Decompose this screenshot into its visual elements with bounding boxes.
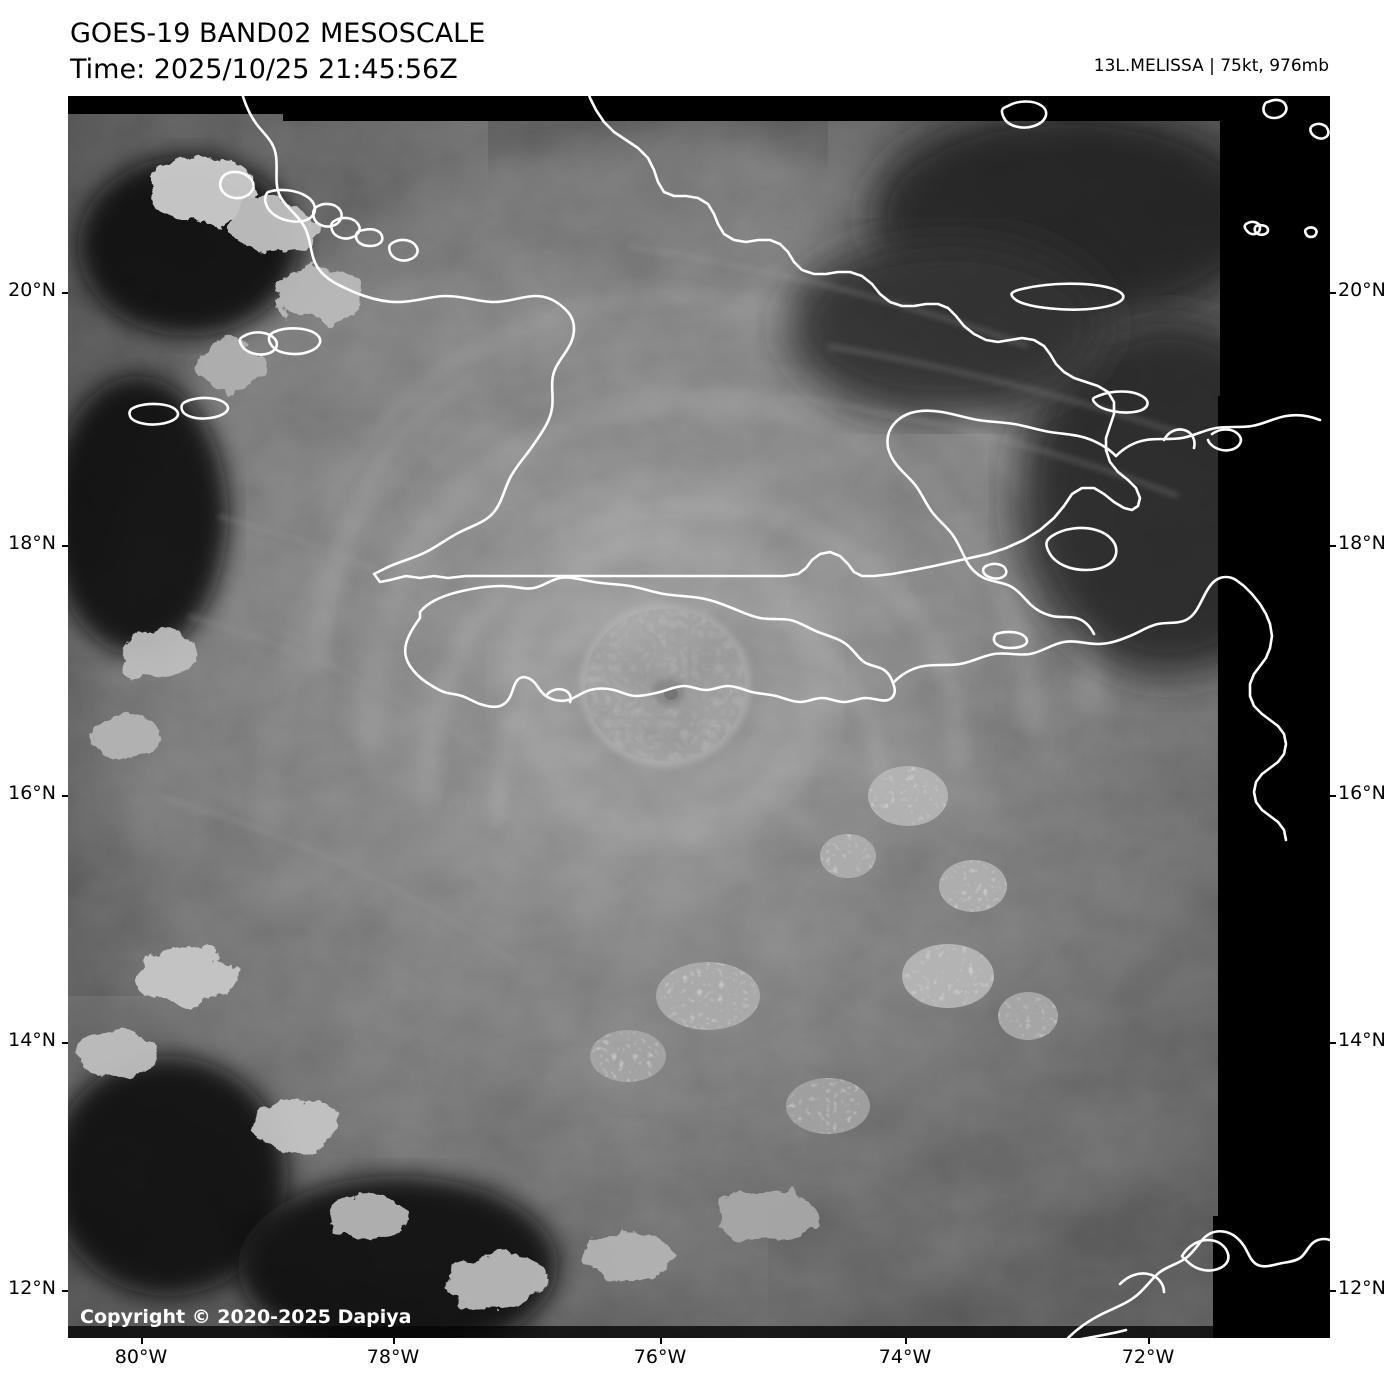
tickmark-bottom-78w [393, 1338, 395, 1344]
tickmark-right-18n [1330, 545, 1336, 547]
tick-label-right-18n: 18°N [1338, 532, 1386, 554]
satellite-image-plot[interactable]: Copyright © 2020-2025 Dapiya [68, 96, 1330, 1338]
tick-label-bottom-78w: 78°W [366, 1346, 420, 1368]
tickmark-right-12n [1330, 1290, 1336, 1292]
tick-label-bottom-80w: 80°W [114, 1346, 168, 1368]
storm-info-label: 13L.MELISSA | 75kt, 976mb [1093, 56, 1329, 76]
tickmark-right-16n [1330, 795, 1336, 797]
tickmark-left-18n [62, 545, 68, 547]
title-block: GOES-19 BAND02 MESOSCALE Time: 2025/10/2… [70, 16, 485, 88]
tickmark-left-16n [62, 795, 68, 797]
tick-label-bottom-72w: 72°W [1121, 1346, 1175, 1368]
tick-label-bottom-74w: 74°W [878, 1346, 932, 1368]
tickmark-right-14n [1330, 1042, 1336, 1044]
tick-label-left-20n: 20°N [8, 279, 56, 301]
header-bar: GOES-19 BAND02 MESOSCALE Time: 2025/10/2… [0, 0, 1393, 96]
tickmark-right-20n [1330, 292, 1336, 294]
page-title: GOES-19 BAND02 MESOSCALE [70, 18, 486, 49]
tickmark-bottom-72w [1148, 1338, 1150, 1344]
satellite-imagery-layer [68, 96, 1330, 1338]
timestamp-label: Time: 2025/10/25 21:45:56Z [70, 54, 458, 85]
tickmark-bottom-80w [141, 1338, 143, 1344]
tick-label-right-16n: 16°N [1338, 782, 1386, 804]
tick-label-bottom-76w: 76°W [633, 1346, 687, 1368]
tickmark-bottom-76w [660, 1338, 662, 1344]
copyright-label: Copyright © 2020-2025 Dapiya [80, 1306, 412, 1328]
tick-label-right-20n: 20°N [1338, 279, 1386, 301]
tick-label-left-12n: 12°N [8, 1277, 56, 1299]
tickmark-left-12n [62, 1290, 68, 1292]
tickmark-bottom-74w [905, 1338, 907, 1344]
tick-label-right-14n: 14°N [1338, 1029, 1386, 1051]
tickmark-left-14n [62, 1042, 68, 1044]
tick-label-left-16n: 16°N [8, 782, 56, 804]
tickmark-left-20n [62, 292, 68, 294]
tick-label-right-12n: 12°N [1338, 1277, 1386, 1299]
tick-label-left-18n: 18°N [8, 532, 56, 554]
coastline-overlay [128, 96, 1330, 1338]
tick-label-left-14n: 14°N [8, 1029, 56, 1051]
